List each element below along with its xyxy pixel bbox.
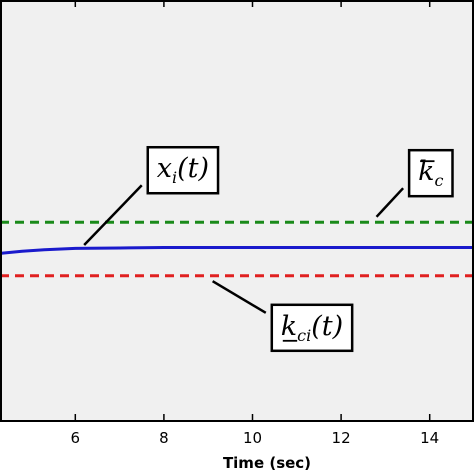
annotation-leader-0 bbox=[83, 184, 143, 246]
series-line-1 bbox=[0, 246, 474, 255]
plot-background bbox=[0, 0, 474, 421]
annotation-box-0 bbox=[146, 145, 220, 195]
series-layer bbox=[0, 220, 474, 278]
annotation-0: xi(t) bbox=[83, 145, 220, 246]
x-tick-label-12: 12 bbox=[332, 429, 351, 447]
x-tick-label-10: 10 bbox=[243, 429, 262, 447]
annotation-2: kci(t) bbox=[211, 280, 354, 353]
annotation-leader-1 bbox=[375, 187, 405, 218]
annotation-1: kc bbox=[375, 148, 454, 218]
plot-frame bbox=[0, 0, 474, 422]
x-tick-label-6: 6 bbox=[71, 429, 81, 447]
annotation-label-0: xi(t) bbox=[157, 153, 209, 187]
x-tick-label-8: 8 bbox=[159, 429, 169, 447]
x-tick-label-14: 14 bbox=[420, 429, 439, 447]
annotation-leader-2 bbox=[211, 280, 267, 314]
x-axis: 6 8 10 12 14 bbox=[71, 0, 439, 447]
annotation-box-1 bbox=[407, 148, 454, 198]
annotation-box-2 bbox=[270, 303, 354, 353]
annotation-label-1: kc bbox=[418, 156, 443, 190]
x-axis-label: Time (sec) bbox=[223, 454, 311, 472]
annotation-label-2: kci(t) bbox=[281, 311, 343, 345]
annotation-layer: xi(t) kc kci(t) bbox=[83, 145, 454, 353]
